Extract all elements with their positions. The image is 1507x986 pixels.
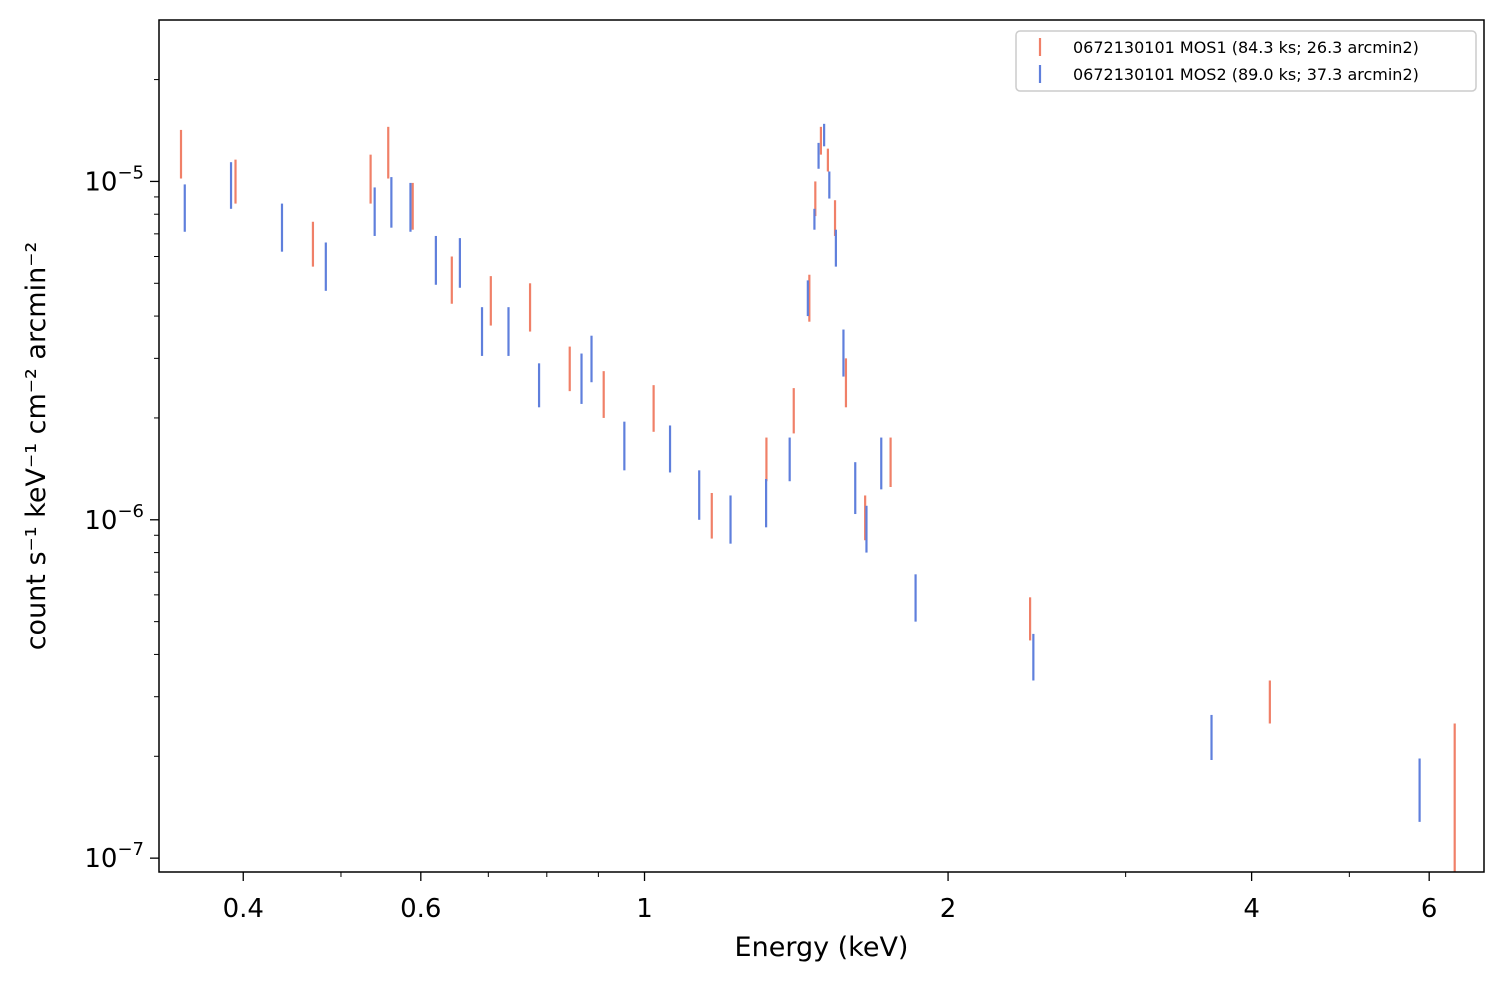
legend-label-series-1: 0672130101 MOS1 (84.3 ks; 26.3 arcmin2) bbox=[1073, 38, 1419, 57]
x-tick-label: 0.4 bbox=[223, 894, 264, 924]
y-tick-exponent: −5 bbox=[117, 162, 144, 183]
plot-marks bbox=[179, 123, 1456, 872]
y-tick-exponent: −6 bbox=[117, 501, 144, 522]
axes: 0.4 0.6 1 2 4 610−710−610−5 bbox=[84, 79, 1438, 924]
y-tick-label: 10−5 bbox=[84, 162, 144, 197]
y-tick-base: 10 bbox=[84, 506, 117, 536]
legend: 0672130101 MOS1 (84.3 ks; 26.3 arcmin2) 0… bbox=[1015, 30, 1477, 92]
y-tick-label: 10−7 bbox=[84, 839, 144, 874]
x-tick-label: 4 bbox=[1243, 894, 1260, 924]
x-tick-label: 6 bbox=[1421, 894, 1438, 924]
legend-box bbox=[1015, 30, 1477, 92]
legend-label-series-2: 0672130101 MOS2 (89.0 ks; 37.3 arcmin2) bbox=[1073, 65, 1419, 84]
x-tick-label: 2 bbox=[940, 894, 957, 924]
x-tick-label: 0.6 bbox=[400, 894, 441, 924]
plot-frame bbox=[158, 19, 1485, 873]
x-axis-label: Energy (keV) bbox=[735, 932, 909, 963]
y-tick-base: 10 bbox=[84, 167, 117, 197]
y-tick-label: 10−6 bbox=[84, 501, 144, 536]
y-axis-label: count s⁻¹ keV⁻¹ cm⁻² arcmin⁻² bbox=[21, 242, 52, 651]
x-tick-label: 1 bbox=[636, 894, 653, 924]
y-tick-exponent: −7 bbox=[117, 839, 144, 860]
y-tick-base: 10 bbox=[84, 844, 117, 874]
